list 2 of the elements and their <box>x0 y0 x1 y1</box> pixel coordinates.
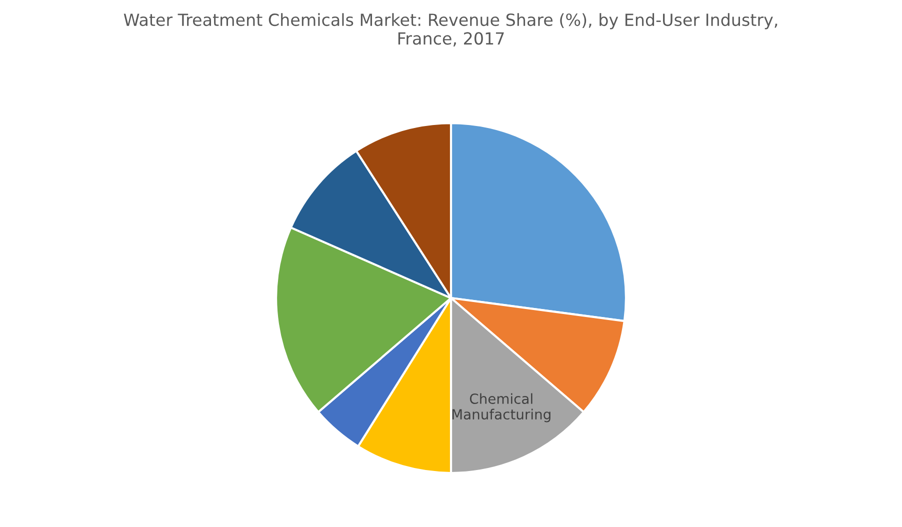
slice-label: Chemical Manufacturing <box>452 393 550 422</box>
chart-title: Water Treatment Chemicals Market: Revenue Share (%), by End-User Industry, France, 2017 <box>124 13 778 46</box>
